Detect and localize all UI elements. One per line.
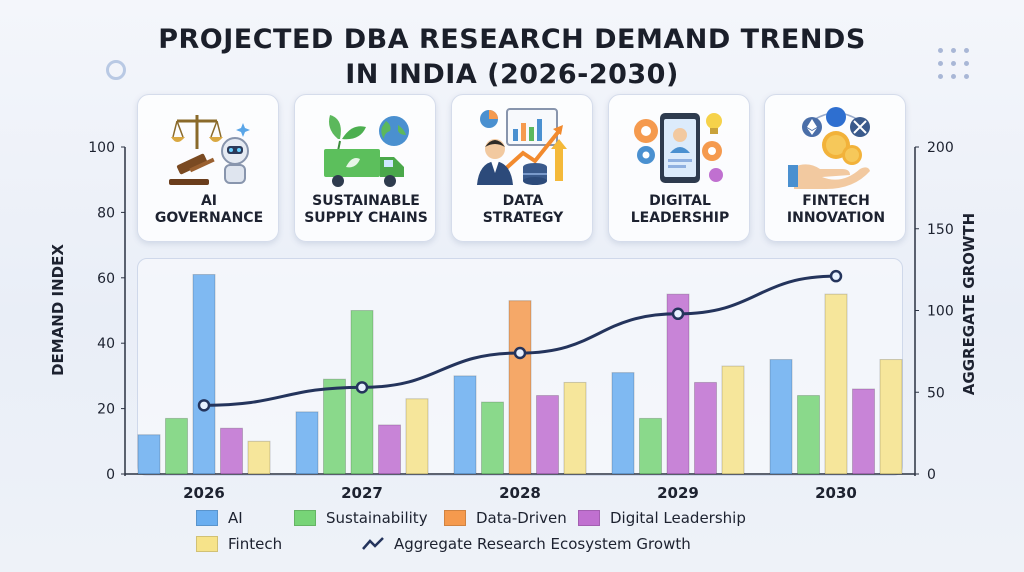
bar-sustainability xyxy=(481,401,504,475)
card-label: DATA STRATEGY xyxy=(482,193,564,226)
card-digital-leadership: DIGITAL LEADERSHIP xyxy=(608,94,750,242)
y2-tick-label: 150 xyxy=(927,222,954,238)
legend-swatch-ai xyxy=(196,510,218,526)
card-label: AI GOVERNANCE xyxy=(154,193,264,226)
decorative-ring-icon xyxy=(106,60,126,80)
coins-hand-icon xyxy=(788,107,870,189)
bar-digital-leadership xyxy=(694,381,717,475)
x-tick-label: 2027 xyxy=(341,484,383,502)
bar-sustainability xyxy=(797,395,820,475)
aggregate-growth-point xyxy=(671,307,685,321)
legend-item-aggregate: Aggregate Research Ecosystem Growth xyxy=(362,535,691,553)
aggregate-growth-point xyxy=(197,399,211,412)
bar-ai xyxy=(611,372,635,475)
y-tick-label: 0 xyxy=(106,467,115,483)
legend-swatch-digital-leadership xyxy=(578,510,600,526)
y-tick-label: 80 xyxy=(97,205,115,221)
x-tick-label: 2030 xyxy=(815,484,857,502)
legend-label-sustainability: Sustainability xyxy=(326,509,428,527)
truck-globe-icon xyxy=(324,115,409,187)
legend-label-data-driven: Data-Driven xyxy=(476,509,567,527)
bar-fintech xyxy=(247,440,271,475)
bar-ai xyxy=(137,434,161,475)
bar-ai xyxy=(769,359,793,475)
card-sustainable-supply-chains: SUSTAINABLE SUPPLY CHAINS xyxy=(294,94,436,242)
bar-data-driven xyxy=(666,293,690,475)
y2-tick-label: 100 xyxy=(927,304,954,320)
bar-data-driven xyxy=(824,293,848,475)
legend-swatch-fintech xyxy=(196,536,218,552)
legend-label-fintech: Fintech xyxy=(228,535,283,553)
bar-sustainability xyxy=(165,417,188,475)
x-tick-label: 2028 xyxy=(499,484,541,502)
y2-tick-label: 200 xyxy=(927,140,954,156)
legend-item-sustainability: Sustainability xyxy=(294,509,428,527)
card-label: SUSTAINABLE SUPPLY CHAINS xyxy=(304,193,428,226)
legend-label-digital-leadership: Digital Leadership xyxy=(610,509,746,527)
bar-digital-leadership xyxy=(220,427,243,475)
tablet-gears-icon xyxy=(634,113,723,183)
bar-sustainability xyxy=(323,378,346,475)
bar-ai xyxy=(295,411,319,475)
bar-fintech xyxy=(879,359,903,475)
decorative-dots-icon xyxy=(938,48,982,80)
aggregate-growth-point xyxy=(513,346,527,360)
legend-item-ai: AI xyxy=(196,509,243,527)
y-tick-label: 20 xyxy=(97,402,115,418)
chart-title-line-1: PROJECTED DBA RESEARCH DEMAND TRENDS xyxy=(158,24,866,55)
aggregate-growth-point xyxy=(355,381,369,394)
legend-item-data-driven: Data-Driven xyxy=(444,509,567,527)
card-data-strategy: DATA STRATEGY xyxy=(451,94,593,242)
y-tick-label: 60 xyxy=(97,271,115,287)
card-label: DIGITAL LEADERSHIP xyxy=(630,193,730,226)
y-tick-label: 100 xyxy=(88,140,115,156)
bar-fintech xyxy=(563,381,587,475)
chart-title: PROJECTED DBA RESEARCH DEMAND TRENDS IN … xyxy=(0,22,1024,92)
card-ai-governance: AI GOVERNANCE xyxy=(137,94,279,242)
y2-tick-label: 0 xyxy=(927,467,936,483)
data-analyst-icon xyxy=(477,108,567,185)
bar-ai xyxy=(453,375,477,475)
bar-fintech xyxy=(405,398,429,475)
legend-swatch-sustainability xyxy=(294,510,316,526)
chart-title-line-2: IN INDIA (2026-2030) xyxy=(345,59,679,90)
aggregate-growth-point xyxy=(829,269,843,283)
x-tick-label: 2026 xyxy=(183,484,225,502)
bar-digital-leadership xyxy=(536,395,559,475)
legend-line-aggregate xyxy=(362,537,384,550)
legend-label-aggregate: Aggregate Research Ecosystem Growth xyxy=(394,535,691,553)
y-tick-label: 40 xyxy=(97,336,115,352)
bar-data-driven xyxy=(508,300,532,475)
card-label: FINTECH INNOVATION xyxy=(786,193,886,226)
bar-sustainability xyxy=(639,417,662,475)
bar-digital-leadership xyxy=(852,388,875,475)
legend-item-fintech: Fintech xyxy=(196,535,282,553)
bar-data-driven xyxy=(192,274,216,475)
x-tick-label: 2029 xyxy=(657,484,699,502)
y2-tick-label: 50 xyxy=(927,385,945,401)
card-fintech-innovation: FINTECH INNOVATION xyxy=(764,94,906,242)
legend-label-ai: AI xyxy=(228,509,243,527)
y2-axis-title: AGGREGATE GROWTH xyxy=(960,213,978,395)
gavel-robot-icon xyxy=(169,115,250,185)
bar-fintech xyxy=(721,365,745,475)
chart-legend: AI Sustainability Data-Driven Digital Le… xyxy=(0,505,1024,565)
legend-swatch-data-driven xyxy=(444,510,466,526)
bar-digital-leadership xyxy=(378,424,401,475)
legend-item-digital-leadership: Digital Leadership xyxy=(578,509,746,527)
y-axis-title: DEMAND INDEX xyxy=(49,244,67,376)
